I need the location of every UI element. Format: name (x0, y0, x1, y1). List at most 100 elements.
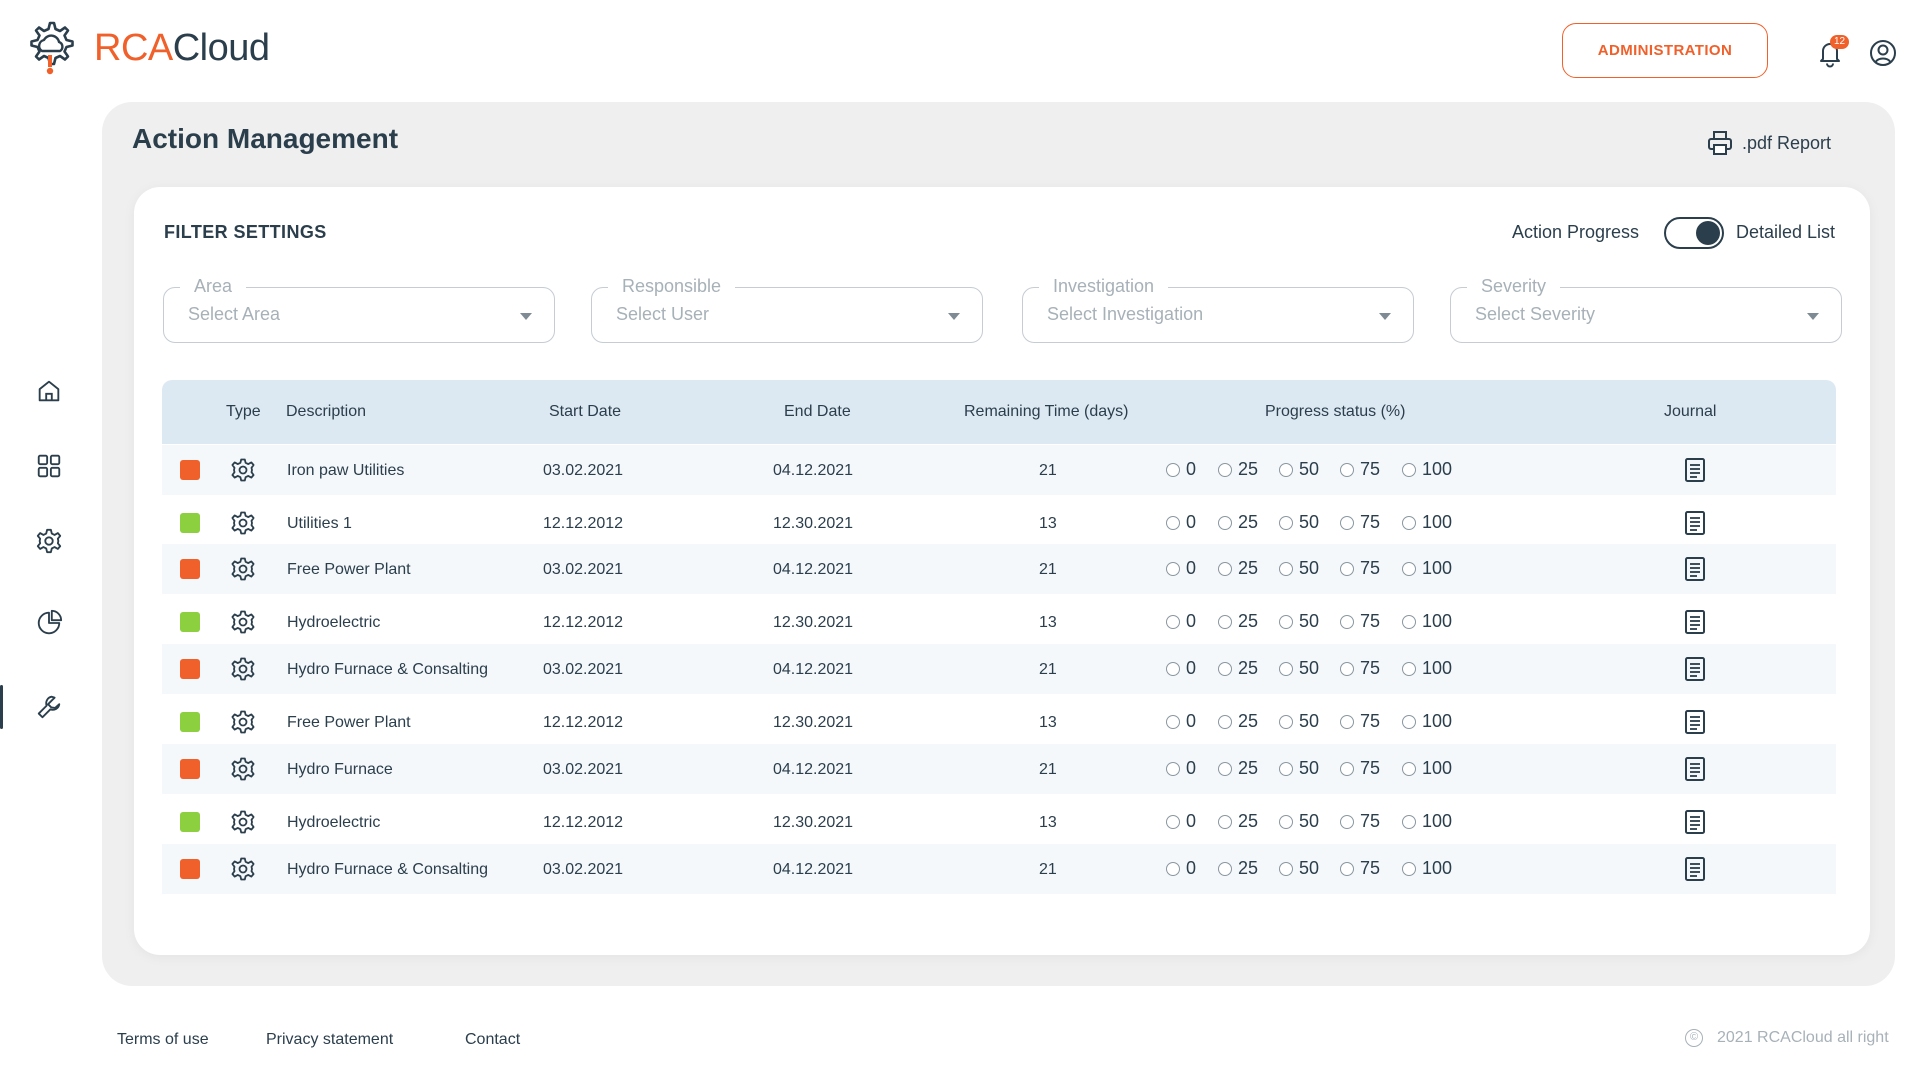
radio-circle[interactable] (1279, 714, 1293, 729)
progress-radio-0[interactable]: 0 (1166, 611, 1196, 632)
radio-circle[interactable] (1218, 814, 1232, 829)
radio-circle[interactable] (1166, 661, 1180, 676)
progress-radio-100[interactable]: 100 (1402, 558, 1452, 579)
journal-document-icon[interactable] (1684, 656, 1706, 682)
radio-circle[interactable] (1340, 515, 1354, 530)
progress-radio-0[interactable]: 0 (1166, 758, 1196, 779)
progress-radio-0[interactable]: 0 (1166, 811, 1196, 832)
journal-document-icon[interactable] (1684, 856, 1706, 882)
radio-circle[interactable] (1166, 814, 1180, 829)
radio-circle[interactable] (1218, 661, 1232, 676)
journal-document-icon[interactable] (1684, 709, 1706, 735)
radio-circle[interactable] (1340, 761, 1354, 776)
radio-circle[interactable] (1340, 861, 1354, 876)
radio-circle[interactable] (1402, 614, 1416, 629)
progress-radio-100[interactable]: 100 (1402, 758, 1452, 779)
brand-logo[interactable]: RCACloud (20, 17, 270, 79)
radio-circle[interactable] (1402, 661, 1416, 676)
progress-radio-50[interactable]: 50 (1279, 512, 1319, 533)
privacy-statement-link[interactable]: Privacy statement (266, 1031, 394, 1048)
journal-document-icon[interactable] (1684, 510, 1706, 536)
progress-radio-25[interactable]: 25 (1218, 611, 1258, 632)
journal-document-icon[interactable] (1684, 457, 1706, 483)
progress-radio-75[interactable]: 75 (1340, 711, 1380, 732)
progress-radio-75[interactable]: 75 (1340, 858, 1380, 879)
radio-circle[interactable] (1279, 462, 1293, 477)
radio-circle[interactable] (1402, 714, 1416, 729)
progress-radio-50[interactable]: 50 (1279, 858, 1319, 879)
terms-of-use-link[interactable]: Terms of use (117, 1031, 209, 1048)
progress-radio-0[interactable]: 0 (1166, 459, 1196, 480)
progress-radio-25[interactable]: 25 (1218, 858, 1258, 879)
progress-radio-100[interactable]: 100 (1402, 711, 1452, 732)
radio-circle[interactable] (1218, 861, 1232, 876)
radio-circle[interactable] (1279, 515, 1293, 530)
user-account-icon[interactable] (1868, 38, 1898, 68)
radio-circle[interactable] (1279, 861, 1293, 876)
progress-radio-100[interactable]: 100 (1402, 858, 1452, 879)
radio-circle[interactable] (1166, 714, 1180, 729)
home-icon[interactable] (34, 376, 64, 406)
radio-circle[interactable] (1340, 661, 1354, 676)
radio-circle[interactable] (1340, 814, 1354, 829)
radio-circle[interactable] (1218, 714, 1232, 729)
radio-circle[interactable] (1402, 861, 1416, 876)
progress-radio-100[interactable]: 100 (1402, 658, 1452, 679)
radio-circle[interactable] (1340, 462, 1354, 477)
progress-radio-50[interactable]: 50 (1279, 459, 1319, 480)
radio-circle[interactable] (1218, 614, 1232, 629)
radio-circle[interactable] (1340, 614, 1354, 629)
journal-document-icon[interactable] (1684, 756, 1706, 782)
radio-circle[interactable] (1279, 814, 1293, 829)
radio-circle[interactable] (1402, 515, 1416, 530)
progress-radio-25[interactable]: 25 (1218, 658, 1258, 679)
progress-radio-75[interactable]: 75 (1340, 512, 1380, 533)
radio-circle[interactable] (1402, 561, 1416, 576)
journal-document-icon[interactable] (1684, 556, 1706, 582)
radio-circle[interactable] (1166, 462, 1180, 477)
radio-circle[interactable] (1166, 614, 1180, 629)
radio-circle[interactable] (1340, 561, 1354, 576)
settings-gear-icon[interactable] (34, 526, 64, 556)
progress-radio-0[interactable]: 0 (1166, 658, 1196, 679)
radio-circle[interactable] (1218, 561, 1232, 576)
pie-chart-icon[interactable] (34, 608, 64, 638)
progress-radio-75[interactable]: 75 (1340, 558, 1380, 579)
progress-radio-25[interactable]: 25 (1218, 711, 1258, 732)
responsible-select[interactable]: Responsible Select User (591, 276, 983, 343)
view-toggle-switch[interactable] (1664, 217, 1724, 249)
severity-select[interactable]: Severity Select Severity (1450, 276, 1842, 343)
journal-document-icon[interactable] (1684, 809, 1706, 835)
radio-circle[interactable] (1402, 814, 1416, 829)
progress-radio-75[interactable]: 75 (1340, 459, 1380, 480)
radio-circle[interactable] (1279, 661, 1293, 676)
progress-radio-75[interactable]: 75 (1340, 658, 1380, 679)
progress-radio-0[interactable]: 0 (1166, 512, 1196, 533)
radio-circle[interactable] (1166, 761, 1180, 776)
radio-circle[interactable] (1402, 462, 1416, 477)
progress-radio-0[interactable]: 0 (1166, 558, 1196, 579)
radio-circle[interactable] (1218, 462, 1232, 477)
radio-circle[interactable] (1218, 515, 1232, 530)
progress-radio-50[interactable]: 50 (1279, 811, 1319, 832)
pdf-report-button[interactable]: .pdf Report (1706, 129, 1831, 157)
dashboard-grid-icon[interactable] (34, 451, 64, 481)
progress-radio-50[interactable]: 50 (1279, 711, 1319, 732)
progress-radio-75[interactable]: 75 (1340, 811, 1380, 832)
progress-radio-25[interactable]: 25 (1218, 758, 1258, 779)
progress-radio-50[interactable]: 50 (1279, 558, 1319, 579)
progress-radio-100[interactable]: 100 (1402, 459, 1452, 480)
progress-radio-50[interactable]: 50 (1279, 758, 1319, 779)
progress-radio-0[interactable]: 0 (1166, 858, 1196, 879)
progress-radio-25[interactable]: 25 (1218, 459, 1258, 480)
progress-radio-75[interactable]: 75 (1340, 611, 1380, 632)
wrench-icon[interactable] (34, 692, 64, 722)
radio-circle[interactable] (1166, 561, 1180, 576)
radio-circle[interactable] (1279, 561, 1293, 576)
radio-circle[interactable] (1166, 861, 1180, 876)
radio-circle[interactable] (1279, 761, 1293, 776)
radio-circle[interactable] (1279, 614, 1293, 629)
progress-radio-25[interactable]: 25 (1218, 558, 1258, 579)
progress-radio-50[interactable]: 50 (1279, 658, 1319, 679)
contact-link[interactable]: Contact (465, 1031, 521, 1048)
